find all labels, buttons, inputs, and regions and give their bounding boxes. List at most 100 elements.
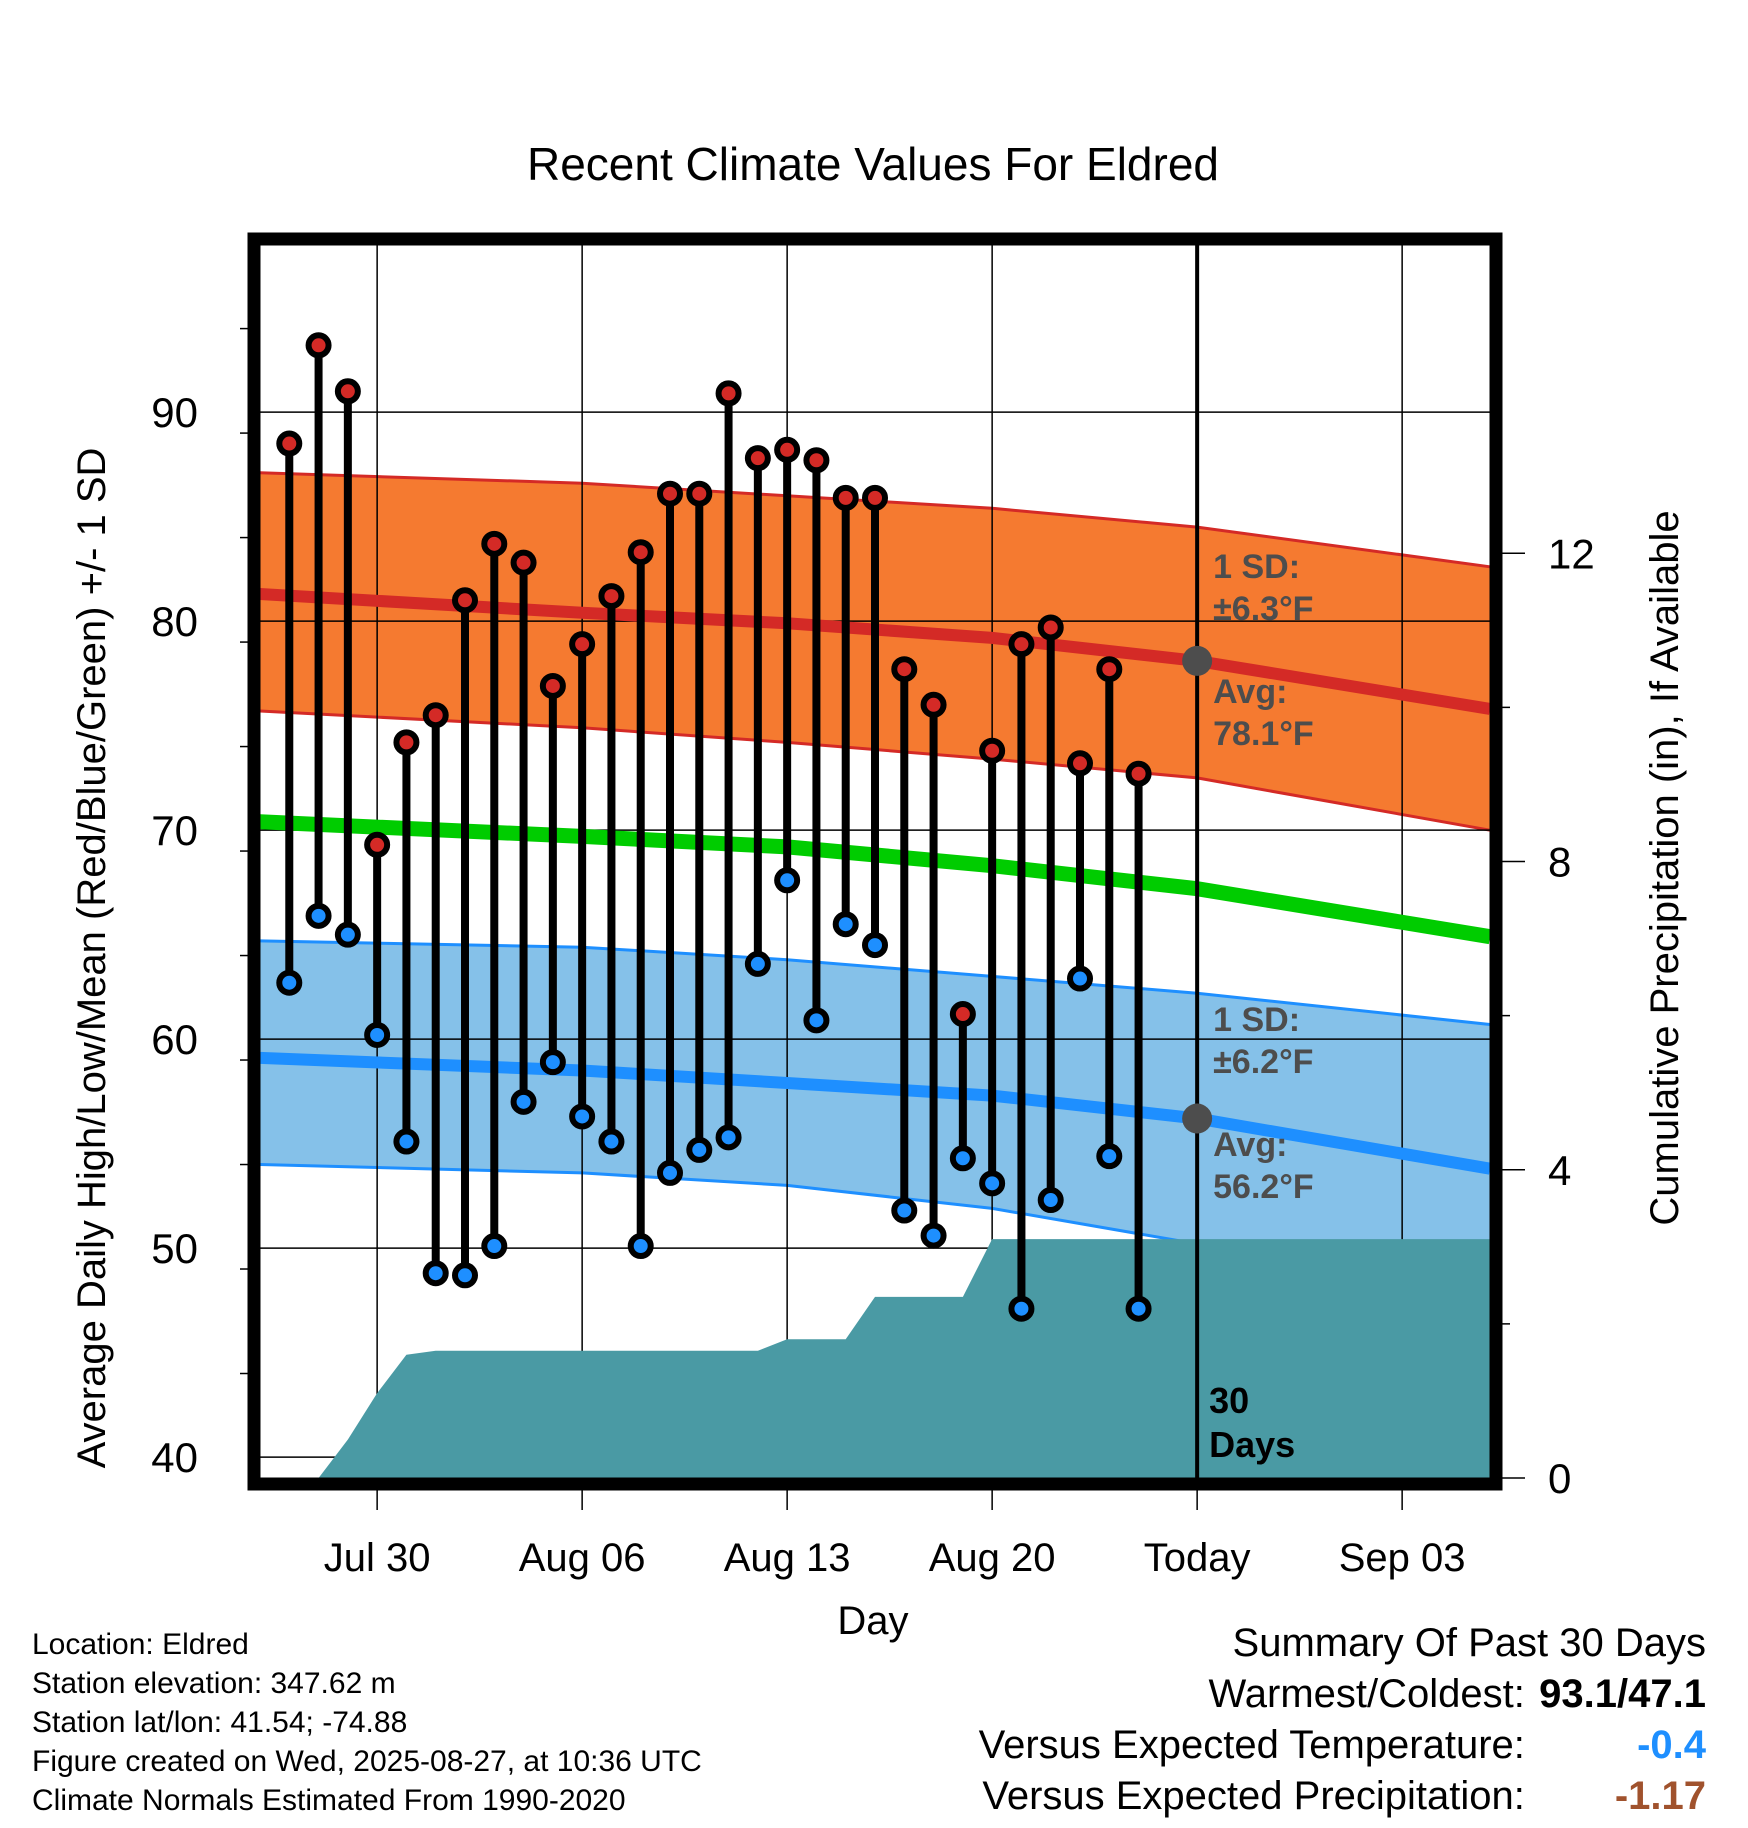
normal-low-line — [259, 1051, 1492, 1175]
observed-low-point — [862, 932, 888, 959]
observed-low-point — [1096, 1143, 1123, 1170]
warm-cold-label: Warmest/Coldest: — [1208, 1672, 1525, 1716]
location-text: Location: Eldred — [32, 1628, 249, 1661]
high-sd-band-upper-edge — [259, 471, 1491, 569]
y-tick-label: 40 — [151, 1434, 198, 1481]
observed-low-point — [539, 1049, 566, 1076]
precip-cumulative-area — [318, 1239, 1491, 1478]
x-tick-label: Aug 13 — [724, 1536, 851, 1580]
y-tick-label: 60 — [151, 1016, 198, 1063]
observed-low-point — [891, 1197, 918, 1224]
observed-high-point — [1067, 750, 1093, 777]
normal-mean-line — [259, 814, 1492, 945]
observed-low-point — [334, 921, 361, 948]
summary-warm-cold: Warmest/Coldest: 93.1/47.1 — [979, 1669, 1707, 1720]
observed-low-point — [920, 1222, 947, 1249]
observed-high-point — [305, 332, 332, 359]
observed-low-point — [979, 1170, 1006, 1197]
observed-low-point — [715, 1124, 742, 1151]
normal-high-line — [259, 588, 1491, 715]
observed-low-point — [569, 1103, 596, 1130]
observed-high-point — [920, 691, 947, 718]
observed-low-point — [1067, 965, 1093, 992]
high-avg-label: Avg: — [1213, 673, 1287, 711]
observed-low-point — [803, 1007, 830, 1034]
observed-low-point — [744, 950, 771, 977]
annotations: 1 SD: ±6.3°F Avg: 78.1°F 1 SD: ±6.2°F Avg: 56.2… — [1182, 548, 1314, 1465]
observed-high-point — [598, 583, 625, 610]
today-days-count: 30 — [1209, 1380, 1249, 1421]
observed-high-point — [862, 484, 888, 511]
y2-tick-label: 12 — [1548, 530, 1595, 577]
observed-high-point — [1125, 760, 1152, 787]
observed-high-point — [803, 447, 830, 474]
y-axis-label: Average Daily High/Low/Mean (Red/Blue/Gr… — [70, 448, 114, 1469]
today-low-avg-marker — [1182, 1103, 1213, 1134]
observed-high-point — [1037, 614, 1064, 641]
summary-precip: Versus Expected Precipitation: -1.17 — [979, 1771, 1706, 1822]
observed-low-point — [276, 969, 303, 996]
warm-cold-value: 93.1/47.1 — [1539, 1672, 1706, 1716]
observed-low-point — [1037, 1187, 1064, 1214]
observed-high-point — [569, 631, 596, 658]
summary-panel: Summary Of Past 30 Days Warmest/Coldest:… — [979, 1618, 1706, 1822]
x-tick-label: Sep 03 — [1339, 1536, 1466, 1580]
observed-low-point — [1008, 1295, 1035, 1322]
temp-delta-label: Versus Expected Temperature: — [978, 1723, 1525, 1767]
observed-low-point — [774, 867, 801, 894]
observed-high-point — [627, 539, 654, 566]
low-avg-label: Avg: — [1213, 1126, 1287, 1164]
x-axis-label: Day — [837, 1599, 908, 1643]
observed-low-point — [657, 1159, 683, 1186]
y2-tick-label: 4 — [1548, 1147, 1571, 1194]
observed-high-point — [452, 587, 478, 614]
low-sd-label: 1 SD: — [1213, 1001, 1300, 1039]
observed-low-point — [686, 1136, 713, 1163]
low-sd-band — [260, 940, 1490, 1292]
observed-high-point — [393, 729, 420, 756]
observed-high-point — [422, 702, 449, 729]
axes: 40 50 60 70 80 90 0 4 8 12 Jul 30 Aug 06 Aug 13 Aug 2… — [151, 327, 1595, 1580]
observed-high-point — [715, 380, 742, 407]
y-tick-label: 70 — [151, 807, 198, 854]
chart-title: Recent Climate Values For Eldred — [527, 138, 1219, 190]
observed-high-point — [657, 480, 683, 507]
today-days-word: Days — [1209, 1424, 1295, 1465]
y2-tick-label: 8 — [1548, 839, 1571, 886]
observed-high-point — [686, 480, 713, 507]
observed-high-point — [539, 672, 566, 699]
observed-low-point — [305, 902, 332, 929]
y-tick-label: 90 — [151, 389, 198, 436]
summary-title: Summary Of Past 30 Days — [1232, 1621, 1706, 1665]
observed-high-point — [1008, 631, 1035, 658]
observed-high-point — [334, 378, 361, 405]
summary-temp: Versus Expected Temperature: -0.4 — [979, 1720, 1706, 1771]
precip-delta-value: -1.17 — [1614, 1774, 1706, 1818]
observed-low-point — [510, 1088, 537, 1115]
low-sd-band-upper-edge — [259, 939, 1491, 1026]
high-avg-value: 78.1°F — [1213, 715, 1314, 753]
observed-low-point — [1125, 1295, 1152, 1322]
station-info: Location: Eldred Station elevation: 347.… — [32, 1625, 702, 1820]
normals-text: Climate Normals Estimated From 1990-2020 — [32, 1784, 626, 1817]
high-sd-band-lower-edge — [259, 709, 1491, 832]
observed-high-point — [1096, 656, 1123, 683]
observed-low-point — [452, 1262, 478, 1289]
observed-low-point — [949, 1145, 976, 1172]
low-sd-value: ±6.2°F — [1213, 1043, 1313, 1081]
observed-low-point — [393, 1128, 420, 1155]
observed-low-point — [598, 1128, 625, 1155]
observed-high-point — [979, 737, 1006, 764]
elevation-text: Station elevation: 347.62 m — [32, 1667, 396, 1700]
observed-high-point — [481, 530, 508, 557]
x-tick-label: Today — [1144, 1536, 1251, 1580]
y2-tick-label: 0 — [1548, 1455, 1571, 1502]
observed-high-point — [364, 831, 391, 858]
observed-high-point — [744, 445, 771, 472]
today-high-avg-marker — [1182, 645, 1213, 676]
observed-series — [276, 332, 1152, 1322]
observed-high-point — [832, 484, 859, 511]
observed-high-point — [774, 436, 801, 463]
created-text: Figure created on Wed, 2025-08-27, at 10… — [32, 1745, 702, 1778]
